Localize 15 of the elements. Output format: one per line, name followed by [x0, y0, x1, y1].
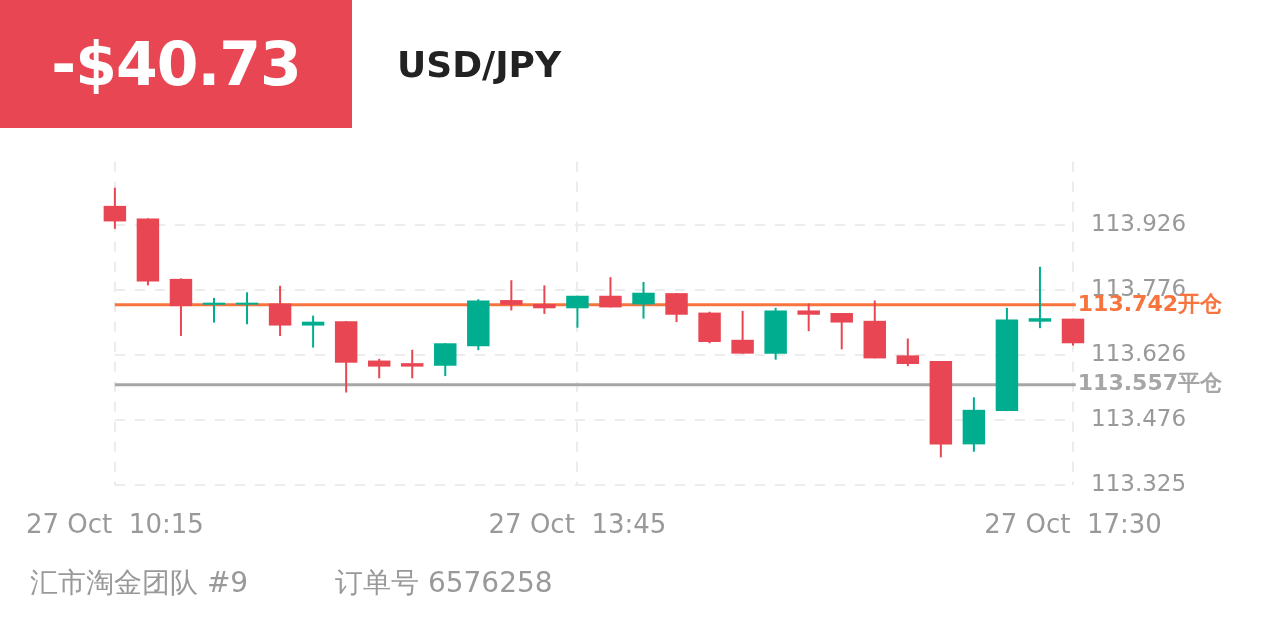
text: -$40.73: [0, 0, 352, 128]
x-tick-label: 27 Oct 10:15: [26, 509, 204, 540]
ref-line-label: 113.557平仓: [1077, 370, 1223, 396]
text: 汇市淘金团队 #9: [30, 565, 249, 601]
x-tick-label: 27 Oct 13:45: [488, 509, 667, 540]
y-tick-label: 113.476: [1091, 404, 1187, 431]
x-tick-label: 27 Oct 17:30: [984, 509, 1162, 540]
text: 订单号 6576258: [335, 565, 553, 601]
y-tick-label: 113.626: [1091, 339, 1187, 366]
candlestick: [235, 292, 259, 325]
candlestick: [202, 297, 226, 323]
y-tick-label: 113.926: [1091, 210, 1187, 237]
candlestick: [1028, 266, 1052, 329]
chart-title: USD/JPY: [397, 44, 562, 85]
y-tick-label: 113.325: [1091, 469, 1187, 496]
